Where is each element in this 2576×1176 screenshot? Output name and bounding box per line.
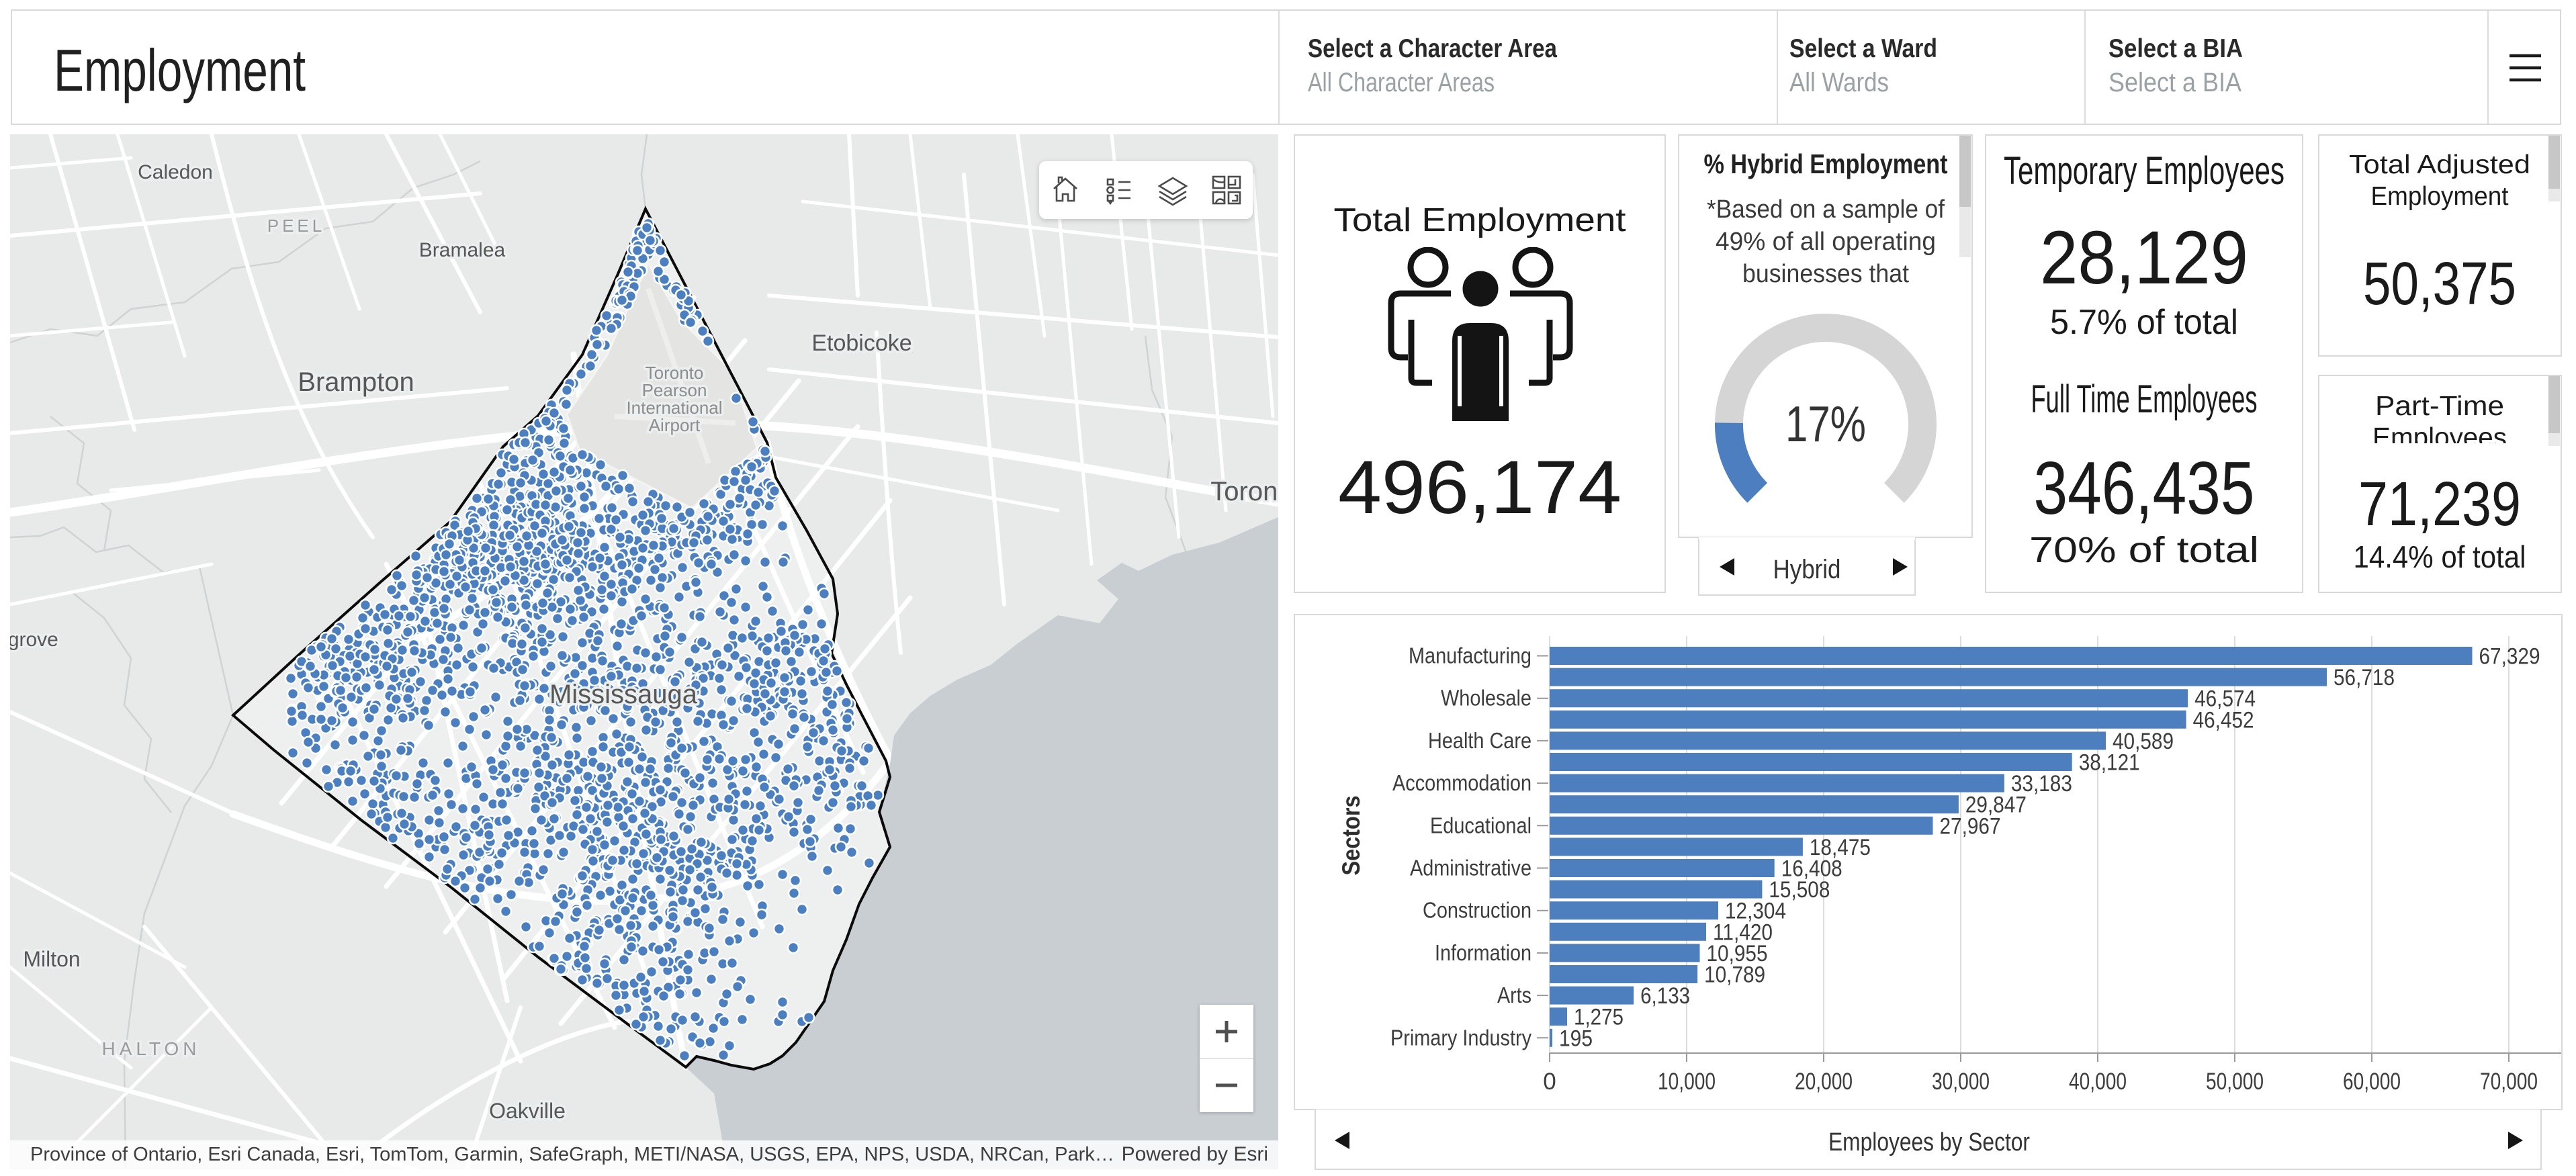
- svg-text:Powered by Esri: Powered by Esri: [1122, 1143, 1268, 1165]
- svg-text:27,967: 27,967: [1940, 813, 2001, 839]
- svg-text:Primary Industry: Primary Industry: [1390, 1025, 1531, 1050]
- svg-text:49% of all operating: 49% of all operating: [1716, 228, 1936, 256]
- svg-text:5.7% of total: 5.7% of total: [2050, 303, 2238, 342]
- svg-text:50,000: 50,000: [2206, 1069, 2264, 1095]
- svg-text:Employment: Employment: [54, 37, 306, 103]
- svg-text:Select a BIA: Select a BIA: [2108, 68, 2241, 97]
- svg-text:Full Time Employees: Full Time Employees: [2031, 377, 2258, 421]
- svg-text:Health Care: Health Care: [1428, 728, 1531, 753]
- svg-text:HALTON: HALTON: [102, 1038, 201, 1059]
- svg-text:71,239: 71,239: [2358, 469, 2521, 539]
- svg-text:Part-Time: Part-Time: [2375, 390, 2504, 421]
- svg-text:12,304: 12,304: [1725, 899, 1786, 924]
- svg-text:16,408: 16,408: [1781, 856, 1842, 882]
- svg-text:Employment: Employment: [2371, 182, 2509, 211]
- svg-text:60,000: 60,000: [2343, 1069, 2401, 1095]
- svg-text:Sectors: Sectors: [1337, 796, 1365, 876]
- svg-text:346,435: 346,435: [2034, 447, 2255, 530]
- svg-text:Manufacturing: Manufacturing: [1409, 643, 1531, 668]
- svg-text:PEEL: PEEL: [267, 216, 326, 236]
- svg-text:International: International: [626, 398, 722, 418]
- svg-text:Toronto: Toronto: [1210, 477, 1278, 506]
- svg-text:Employees by Sector: Employees by Sector: [1828, 1128, 2030, 1157]
- svg-text:46,452: 46,452: [2193, 707, 2254, 733]
- svg-text:Select a BIA: Select a BIA: [2108, 34, 2243, 63]
- svg-text:40,589: 40,589: [2113, 729, 2174, 754]
- svg-text:40,000: 40,000: [2069, 1069, 2127, 1095]
- svg-text:67,329: 67,329: [2479, 644, 2540, 670]
- svg-text:Airport: Airport: [649, 415, 701, 435]
- svg-text:10,000: 10,000: [1658, 1069, 1716, 1095]
- svg-text:Pearson: Pearson: [642, 380, 707, 400]
- svg-text:70,000: 70,000: [2480, 1069, 2538, 1095]
- svg-text:14.4% of total: 14.4% of total: [2354, 539, 2526, 574]
- svg-text:70% of total: 70% of total: [2029, 530, 2259, 570]
- svg-text:15,508: 15,508: [1769, 877, 1830, 903]
- svg-text:Arts: Arts: [1497, 983, 1531, 1007]
- svg-text:1,275: 1,275: [1574, 1005, 1624, 1030]
- svg-text:Accommodation: Accommodation: [1392, 770, 1531, 795]
- svg-text:All Wards: All Wards: [1789, 68, 1889, 97]
- svg-text:Brampton: Brampton: [298, 367, 414, 397]
- svg-text:Etobicoke: Etobicoke: [811, 330, 912, 356]
- svg-text:195: 195: [1559, 1026, 1593, 1051]
- svg-text:17%: 17%: [1785, 396, 1866, 452]
- svg-text:0: 0: [1543, 1069, 1556, 1095]
- svg-text:28,129: 28,129: [2040, 216, 2248, 300]
- svg-text:56,718: 56,718: [2334, 665, 2395, 690]
- svg-text:10,955: 10,955: [1707, 941, 1768, 966]
- svg-text:Caledon: Caledon: [138, 161, 213, 183]
- svg-text:46,574: 46,574: [2194, 686, 2256, 712]
- svg-text:*Based on a sample of: *Based on a sample of: [1707, 195, 1945, 224]
- svg-text:Toronto: Toronto: [646, 363, 704, 383]
- svg-text:Information: Information: [1435, 940, 1531, 965]
- svg-text:Province of Ontario, Esri Cana: Province of Ontario, Esri Canada, Esri, …: [30, 1144, 1114, 1165]
- svg-text:Mississauga: Mississauga: [549, 680, 698, 709]
- svg-text:30,000: 30,000: [1932, 1069, 1990, 1095]
- svg-text:6,133: 6,133: [1640, 983, 1690, 1009]
- svg-text:Milton: Milton: [23, 947, 80, 971]
- svg-text:% Hybrid Employment: % Hybrid Employment: [1704, 148, 1948, 179]
- svg-text:33,183: 33,183: [2011, 771, 2072, 797]
- svg-text:18,475: 18,475: [1810, 835, 1871, 860]
- svg-text:Hybrid: Hybrid: [1773, 555, 1841, 584]
- svg-text:29,847: 29,847: [1965, 793, 2027, 818]
- svg-text:Temporary Employees: Temporary Employees: [2004, 149, 2284, 193]
- svg-text:Total Adjusted: Total Adjusted: [2349, 150, 2530, 179]
- svg-text:496,174: 496,174: [1338, 445, 1622, 529]
- svg-text:11,420: 11,420: [1713, 919, 1773, 945]
- svg-text:Wholesale: Wholesale: [1441, 686, 1531, 711]
- svg-text:Educational: Educational: [1430, 813, 1531, 838]
- svg-text:Select a Character Area: Select a Character Area: [1308, 34, 1557, 63]
- svg-text:20,000: 20,000: [1795, 1069, 1853, 1095]
- svg-text:Total Employment: Total Employment: [1334, 202, 1626, 238]
- svg-text:Bramalea: Bramalea: [419, 239, 506, 261]
- svg-text:Construction: Construction: [1423, 898, 1531, 923]
- svg-text:Select a Ward: Select a Ward: [1789, 34, 1937, 63]
- svg-text:50,375: 50,375: [2363, 251, 2516, 318]
- svg-text:Employees: Employees: [2372, 422, 2507, 453]
- svg-text:Oakville: Oakville: [489, 1099, 566, 1123]
- svg-text:Administrative: Administrative: [1410, 856, 1531, 880]
- svg-text:All Character Areas: All Character Areas: [1308, 68, 1495, 97]
- svg-text:10,789: 10,789: [1704, 962, 1765, 988]
- svg-text:businesses that: businesses that: [1742, 260, 1909, 288]
- svg-text:38,121: 38,121: [2079, 750, 2140, 776]
